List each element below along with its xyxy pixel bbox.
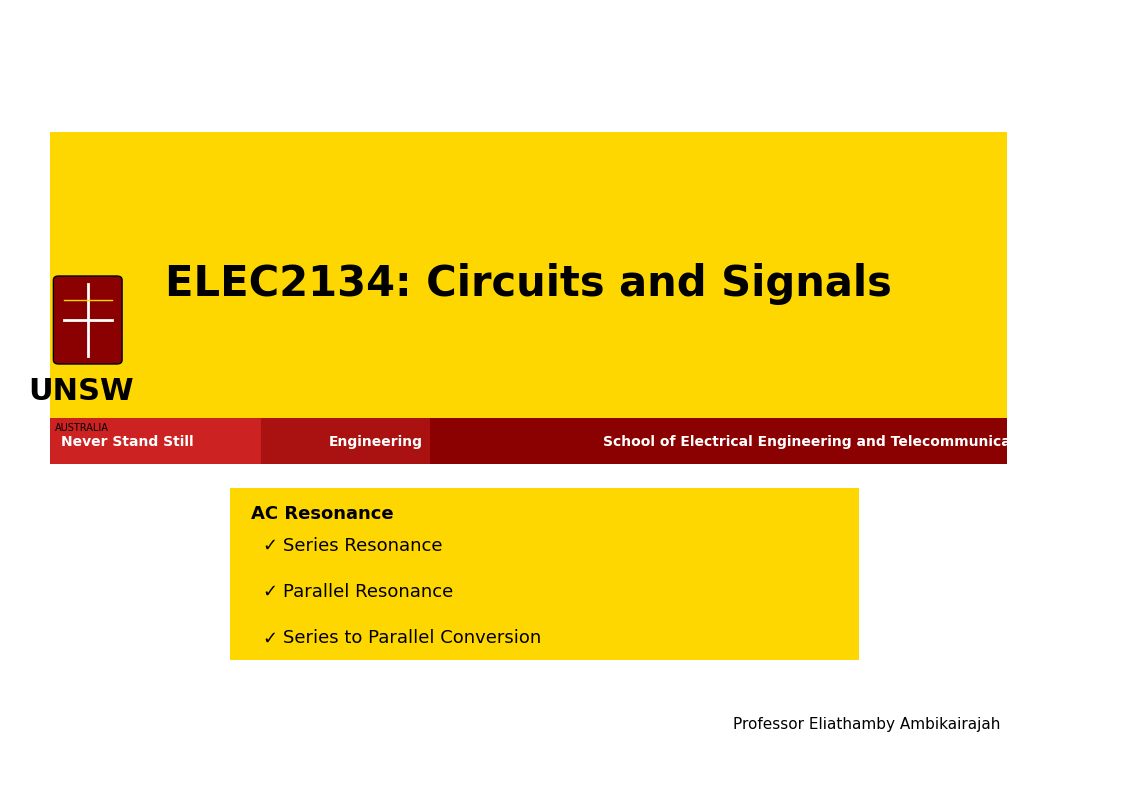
Text: Series to Parallel Conversion: Series to Parallel Conversion bbox=[283, 630, 541, 647]
Text: ELEC2134: Circuits and Signals: ELEC2134: Circuits and Signals bbox=[165, 263, 892, 305]
Text: Series Resonance: Series Resonance bbox=[283, 537, 443, 554]
Text: School of Electrical Engineering and Telecommunications: School of Electrical Engineering and Tel… bbox=[602, 434, 1049, 449]
FancyBboxPatch shape bbox=[261, 418, 430, 464]
FancyBboxPatch shape bbox=[50, 418, 1007, 464]
Text: ✓: ✓ bbox=[262, 630, 277, 647]
Text: Parallel Resonance: Parallel Resonance bbox=[283, 583, 453, 601]
Text: ✓: ✓ bbox=[262, 583, 277, 601]
FancyBboxPatch shape bbox=[50, 132, 1007, 464]
Text: UNSW: UNSW bbox=[28, 378, 134, 406]
FancyBboxPatch shape bbox=[50, 418, 282, 464]
Text: Engineering: Engineering bbox=[328, 434, 422, 449]
Text: AUSTRALIA: AUSTRALIA bbox=[54, 423, 108, 433]
FancyBboxPatch shape bbox=[53, 276, 122, 364]
FancyBboxPatch shape bbox=[230, 488, 860, 660]
Text: Never Stand Still: Never Stand Still bbox=[61, 434, 193, 449]
Text: Professor Eliathamby Ambikairajah: Professor Eliathamby Ambikairajah bbox=[733, 717, 1001, 731]
Text: ✓: ✓ bbox=[262, 537, 277, 554]
Text: AC Resonance: AC Resonance bbox=[250, 505, 394, 522]
